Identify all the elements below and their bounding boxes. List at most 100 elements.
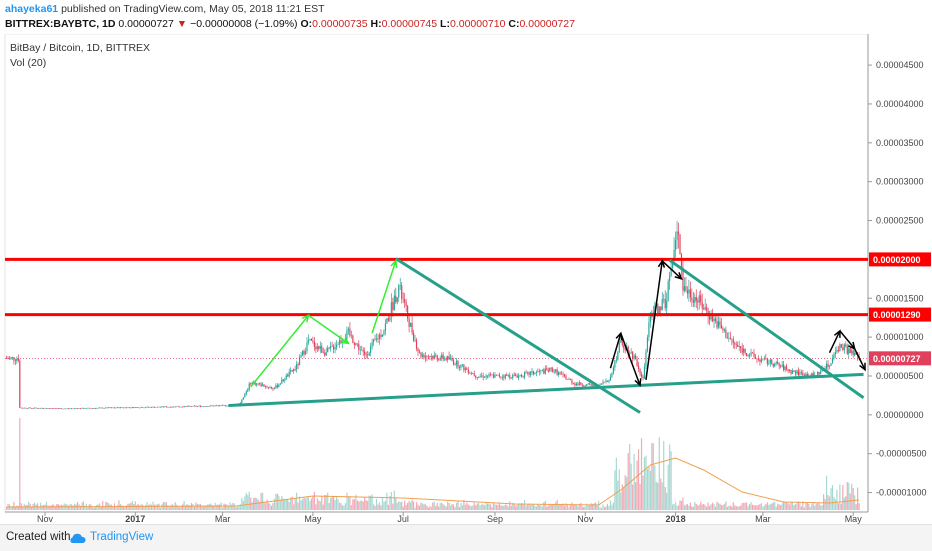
- candle-body: [134, 407, 136, 408]
- volume-bar: [315, 504, 317, 510]
- candle-body: [429, 356, 431, 358]
- candle-body: [372, 339, 375, 343]
- candle-body: [827, 363, 829, 367]
- candle-body: [122, 407, 125, 409]
- candle-body: [503, 376, 505, 378]
- volume-bar: [485, 502, 487, 510]
- candle-body: [654, 306, 656, 313]
- candle-body: [806, 373, 808, 377]
- candle-body: [214, 405, 216, 407]
- volume-bar: [145, 504, 147, 510]
- volume-bar: [855, 504, 857, 510]
- volume-bar: [683, 505, 686, 510]
- candle-body: [25, 407, 27, 409]
- volume-bar: [781, 503, 783, 510]
- candle-body: [489, 374, 492, 375]
- black-arrow-down-1-head: [634, 378, 642, 387]
- candle-body: [577, 383, 579, 385]
- price-chart[interactable]: 0.00004500 0.00004000 0.00003500 0.00003000…: [0, 34, 932, 524]
- candle-body: [441, 354, 443, 359]
- chart-area[interactable]: 0.00004500 0.00004000 0.00003500 0.00003000…: [0, 34, 932, 524]
- tradingview-link[interactable]: TradingView: [90, 531, 154, 543]
- candle-body: [281, 379, 283, 384]
- volume-bar: [516, 504, 518, 510]
- candle-body: [590, 384, 592, 386]
- candle-body: [333, 346, 335, 350]
- volume-bar: [605, 506, 607, 510]
- price-marker-label: 0.00002000: [873, 255, 921, 265]
- candle-body: [769, 359, 771, 364]
- volume-bar: [710, 504, 712, 510]
- candle-body: [849, 348, 851, 354]
- volume-bar: [423, 504, 425, 510]
- volume-bar: [815, 503, 817, 510]
- volume-bar: [787, 503, 789, 510]
- candle-body: [460, 364, 462, 368]
- volume-bar: [476, 503, 478, 510]
- volume-bar: [263, 501, 265, 510]
- candle-body: [854, 352, 856, 355]
- volume-bar: [282, 498, 284, 510]
- candle-body: [783, 364, 785, 371]
- volume-bar: [183, 500, 185, 510]
- candle-body: [805, 373, 807, 376]
- candle-body: [802, 372, 804, 376]
- candle-body: [136, 407, 138, 408]
- candle-body: [667, 281, 669, 301]
- volume-bar: [728, 505, 730, 510]
- black-arrow-down-2-head: [674, 272, 683, 281]
- volume-bar: [390, 491, 392, 510]
- candle-body: [414, 340, 416, 341]
- candle-body: [108, 407, 110, 409]
- volume-bar: [156, 504, 159, 510]
- candle-body: [486, 375, 489, 377]
- author-link[interactable]: ahayeka61: [5, 3, 59, 15]
- volume-bar: [824, 498, 826, 510]
- volume-bar: [558, 504, 560, 510]
- volume-bar: [670, 451, 672, 510]
- volume-bar: [371, 494, 373, 510]
- candle-body: [179, 406, 181, 408]
- tradingview-cloud-icon[interactable]: [68, 531, 86, 549]
- candle-body: [843, 344, 845, 351]
- volume-bar: [464, 504, 466, 510]
- candle-body: [66, 408, 68, 410]
- volume-bar: [409, 502, 412, 510]
- candle-body: [624, 348, 626, 351]
- volume-bar: [312, 496, 314, 510]
- volume-bar: [352, 499, 354, 510]
- volume-bar: [472, 505, 474, 510]
- change-arrow-icon: ▼: [176, 18, 188, 30]
- volume-bar: [526, 504, 529, 510]
- green-arrow-up-2: [371, 260, 397, 334]
- candle-body: [220, 405, 222, 406]
- volume-bar: [401, 501, 403, 510]
- candle-body: [611, 373, 613, 377]
- y-tick-label: 0.00001000: [876, 332, 924, 342]
- volume-bar: [39, 502, 42, 510]
- volume-bar: [759, 504, 761, 510]
- volume-bar: [549, 503, 551, 510]
- volume-bar: [852, 488, 854, 510]
- candle-body: [609, 376, 612, 381]
- volume-bar: [310, 498, 313, 510]
- candle-body: [68, 408, 70, 410]
- volume-bar: [473, 502, 475, 510]
- candle-body: [371, 342, 373, 347]
- candle-body: [279, 383, 281, 385]
- candle-body: [452, 360, 455, 365]
- volume-bar: [256, 498, 258, 510]
- volume-bar: [569, 504, 572, 510]
- candle-body: [174, 406, 176, 408]
- candle-body: [23, 407, 25, 409]
- volume-bar: [213, 505, 215, 510]
- candle-body: [427, 356, 429, 357]
- volume-bar: [455, 502, 458, 510]
- candle-body: [365, 354, 367, 356]
- volume-bar: [686, 503, 689, 510]
- candle-body: [677, 231, 680, 235]
- volume-bar: [643, 457, 646, 510]
- volume-bar: [133, 503, 135, 510]
- volume-bar: [196, 503, 199, 510]
- candle-body: [47, 408, 49, 409]
